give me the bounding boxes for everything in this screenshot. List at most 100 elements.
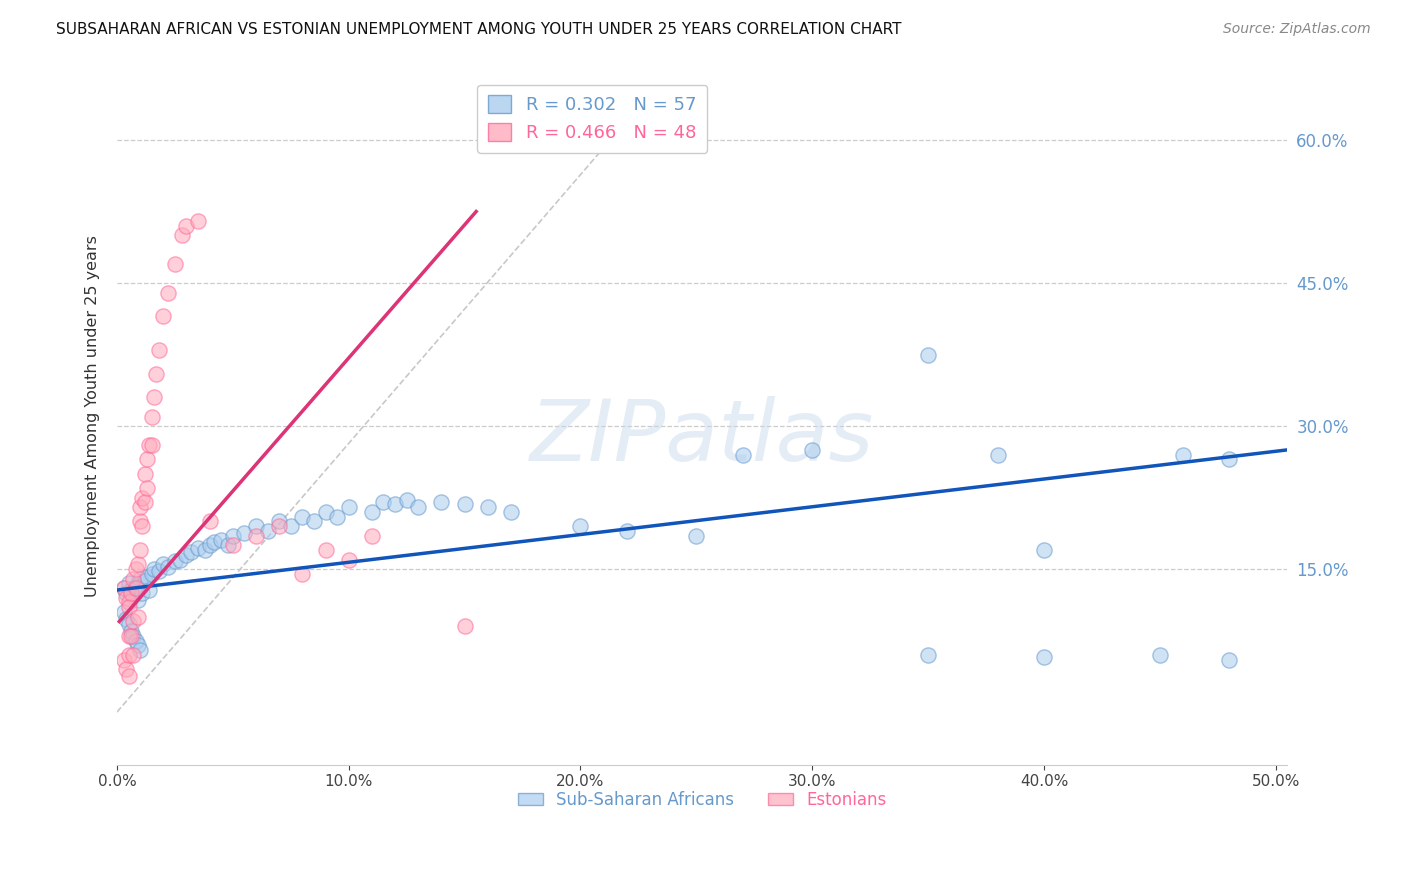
Point (136, 570, 159, 584)
Point (141, 438, 163, 452)
Point (194, 543, 217, 558)
Point (361, 505, 384, 519)
Point (143, 562, 166, 576)
Point (131, 519, 153, 533)
Point (406, 500, 429, 514)
Point (685, 529, 707, 543)
Point (131, 491, 153, 505)
Point (112, 581, 135, 595)
Point (245, 529, 267, 543)
Point (291, 509, 314, 524)
Point (117, 600, 139, 615)
Point (134, 574, 156, 588)
Point (477, 500, 499, 514)
Point (127, 592, 149, 607)
Point (136, 452, 159, 467)
Point (917, 648, 939, 662)
Point (112, 653, 135, 667)
Point (127, 558, 149, 572)
Point (163, 257, 186, 271)
Point (315, 505, 337, 519)
Point (453, 619, 475, 633)
Legend: Sub-Saharan Africans, Estonians: Sub-Saharan Africans, Estonians (512, 784, 893, 815)
Point (117, 629, 139, 643)
Point (127, 609, 149, 624)
Point (187, 214, 209, 228)
Point (1171, 448, 1194, 462)
Point (141, 566, 163, 581)
Point (122, 615, 145, 629)
Y-axis label: Unemployment Among Youth under 25 years: Unemployment Among Youth under 25 years (86, 235, 100, 598)
Point (122, 589, 145, 603)
Point (291, 566, 314, 581)
Point (176, 548, 198, 562)
Point (129, 643, 152, 657)
Point (917, 347, 939, 361)
Point (152, 558, 174, 572)
Point (145, 367, 167, 381)
Point (124, 579, 146, 593)
Point (148, 564, 170, 578)
Point (176, 219, 198, 233)
Point (115, 586, 138, 600)
Point (127, 638, 149, 652)
Point (269, 515, 291, 529)
Point (1218, 653, 1240, 667)
Point (1033, 543, 1056, 558)
Point (136, 481, 159, 495)
Point (117, 595, 139, 609)
Point (187, 541, 209, 555)
Point (143, 391, 166, 405)
Text: ZIPatlas: ZIPatlas (530, 396, 875, 479)
Text: SUBSAHARAN AFRICAN VS ESTONIAN UNEMPLOYMENT AMONG YOUTH UNDER 25 YEARS CORRELATI: SUBSAHARAN AFRICAN VS ESTONIAN UNEMPLOYM… (56, 22, 901, 37)
Point (987, 448, 1010, 462)
Point (122, 648, 145, 662)
Point (117, 648, 139, 662)
Point (112, 581, 135, 595)
Point (217, 538, 239, 552)
Point (222, 538, 245, 552)
Point (245, 519, 267, 533)
Point (198, 538, 221, 552)
Point (430, 495, 453, 509)
Point (115, 591, 138, 605)
Text: Source: ZipAtlas.com: Source: ZipAtlas.com (1223, 22, 1371, 37)
Point (156, 285, 179, 300)
Point (499, 505, 522, 519)
Point (129, 543, 152, 558)
Point (616, 524, 638, 538)
Point (202, 535, 225, 549)
Point (131, 586, 153, 600)
Point (120, 582, 142, 597)
Point (801, 442, 824, 457)
Point (337, 500, 360, 514)
Point (326, 509, 349, 524)
Point (337, 552, 360, 566)
Point (134, 495, 156, 509)
Point (120, 586, 142, 600)
Point (198, 515, 221, 529)
Point (180, 545, 202, 559)
Point (120, 629, 142, 643)
Point (256, 524, 278, 538)
Point (134, 467, 156, 481)
Point (156, 560, 179, 574)
Point (129, 515, 152, 529)
Point (122, 572, 145, 586)
Point (122, 629, 145, 643)
Point (138, 438, 160, 452)
Point (302, 515, 325, 529)
Point (115, 662, 138, 676)
Point (233, 525, 256, 540)
Point (280, 519, 302, 533)
Point (373, 495, 395, 509)
Point (222, 529, 245, 543)
Point (141, 409, 163, 424)
Point (124, 562, 146, 576)
Point (117, 669, 139, 683)
Point (384, 497, 406, 511)
Point (269, 519, 291, 533)
Point (117, 576, 139, 591)
Point (453, 497, 475, 511)
Point (731, 448, 754, 462)
